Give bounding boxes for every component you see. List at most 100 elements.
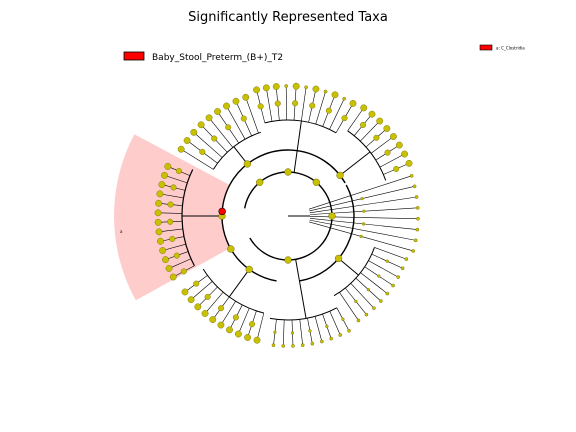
inner-node: [360, 121, 367, 128]
leaf-branch: [159, 193, 184, 199]
inner-node: [309, 102, 316, 109]
leaf-node: [201, 310, 209, 317]
leaf-node: [284, 84, 288, 88]
clade-spoke: [338, 258, 359, 276]
leaf-node: [187, 296, 195, 304]
leaf-branch: [360, 120, 380, 142]
leaf-node: [376, 117, 384, 125]
leaf-branch: [208, 117, 234, 148]
leaf-node: [304, 85, 308, 90]
leaf-branch: [339, 292, 359, 321]
leaf-node: [356, 318, 361, 323]
leaf-branch: [368, 260, 399, 278]
leaf-node: [262, 84, 270, 92]
leaf-node: [411, 249, 416, 253]
leaf-node: [162, 256, 169, 264]
leaf-node: [169, 273, 177, 281]
leaf-node: [390, 133, 397, 140]
leaf-node: [338, 333, 343, 337]
leaf-node: [177, 145, 185, 153]
leaf-branch: [379, 153, 405, 168]
inner-node: [325, 324, 329, 328]
clade-arc-0: [181, 169, 195, 267]
leaf-node: [415, 227, 420, 232]
clade-arc-3: [347, 130, 387, 181]
leaf-branch: [220, 301, 236, 326]
leaf-branch: [193, 132, 223, 158]
ring-node: [284, 256, 292, 264]
leaf-node: [223, 102, 230, 110]
inner-node: [217, 305, 224, 312]
leaf-branch: [238, 308, 250, 335]
tree-ring-1: [221, 149, 346, 282]
inner-node: [361, 222, 366, 226]
inner-node: [193, 280, 200, 287]
leaf-node: [253, 86, 260, 94]
leaf-node: [253, 336, 261, 344]
ring-node: [243, 160, 252, 168]
leaf-node: [292, 82, 300, 90]
leaf-node: [156, 190, 164, 198]
inner-node: [341, 115, 348, 122]
inner-node: [169, 235, 176, 242]
inner-node: [232, 314, 239, 321]
clade-spoke: [293, 120, 302, 173]
inner-node: [175, 168, 182, 175]
inner-node: [366, 288, 370, 292]
clade-spoke: [295, 259, 307, 319]
leaf-node: [383, 125, 391, 132]
leaf-branch: [162, 243, 186, 251]
leaf-node: [197, 121, 205, 129]
leaf-node: [194, 303, 202, 311]
leaf-node: [404, 257, 409, 261]
inner-node: [211, 135, 218, 142]
clade-highlight-wedge: [114, 134, 289, 301]
leaf-node: [368, 110, 376, 118]
legend-label: Baby_Stool_Preterm_(B+)_T2: [152, 53, 283, 63]
inner-node: [354, 299, 358, 303]
inner-node: [341, 317, 345, 321]
leaf-branch: [164, 175, 188, 184]
inner-node: [290, 331, 295, 335]
leaf-node: [271, 343, 276, 347]
leaf-node: [209, 316, 217, 323]
inner-node: [173, 252, 180, 259]
figure-title: Significantly Represented Taxa: [188, 10, 388, 25]
significant-node: [218, 207, 226, 216]
leaf-branch: [190, 281, 213, 300]
leaf-branch: [329, 311, 341, 336]
leaf-branch: [226, 105, 246, 140]
leaf-branch: [347, 107, 364, 131]
leaf-node: [412, 184, 417, 189]
clade-key-label: a: C_Clostridia: [496, 46, 525, 51]
leaf-node: [331, 91, 339, 99]
inner-node: [308, 329, 312, 333]
leaf-node: [157, 237, 164, 245]
tree-ring-2: [299, 184, 355, 282]
leaf-branch: [309, 196, 417, 214]
leaf-node: [349, 100, 357, 107]
leaf-branch: [245, 97, 259, 134]
inner-node: [377, 274, 381, 278]
inner-node: [167, 218, 174, 225]
leaf-node: [323, 89, 328, 94]
leaf-branch: [301, 87, 307, 121]
leaf-node: [409, 174, 414, 178]
leaf-node: [158, 181, 166, 188]
cladogram-tree: [154, 82, 420, 348]
leaf-node: [155, 199, 163, 207]
leaf-node: [416, 216, 420, 221]
inner-node: [362, 209, 366, 213]
ring-node: [245, 265, 253, 274]
leaf-node: [312, 85, 320, 93]
clade-key: a: C_Clostridia: [479, 44, 525, 51]
inner-node: [325, 107, 332, 114]
leaf-node: [414, 195, 419, 199]
leaf-branch: [314, 316, 323, 342]
leaf-node: [242, 93, 250, 101]
leaf-node: [347, 328, 351, 333]
leaf-node: [217, 321, 225, 329]
leaf-node: [159, 247, 167, 254]
leaf-node: [401, 150, 408, 158]
